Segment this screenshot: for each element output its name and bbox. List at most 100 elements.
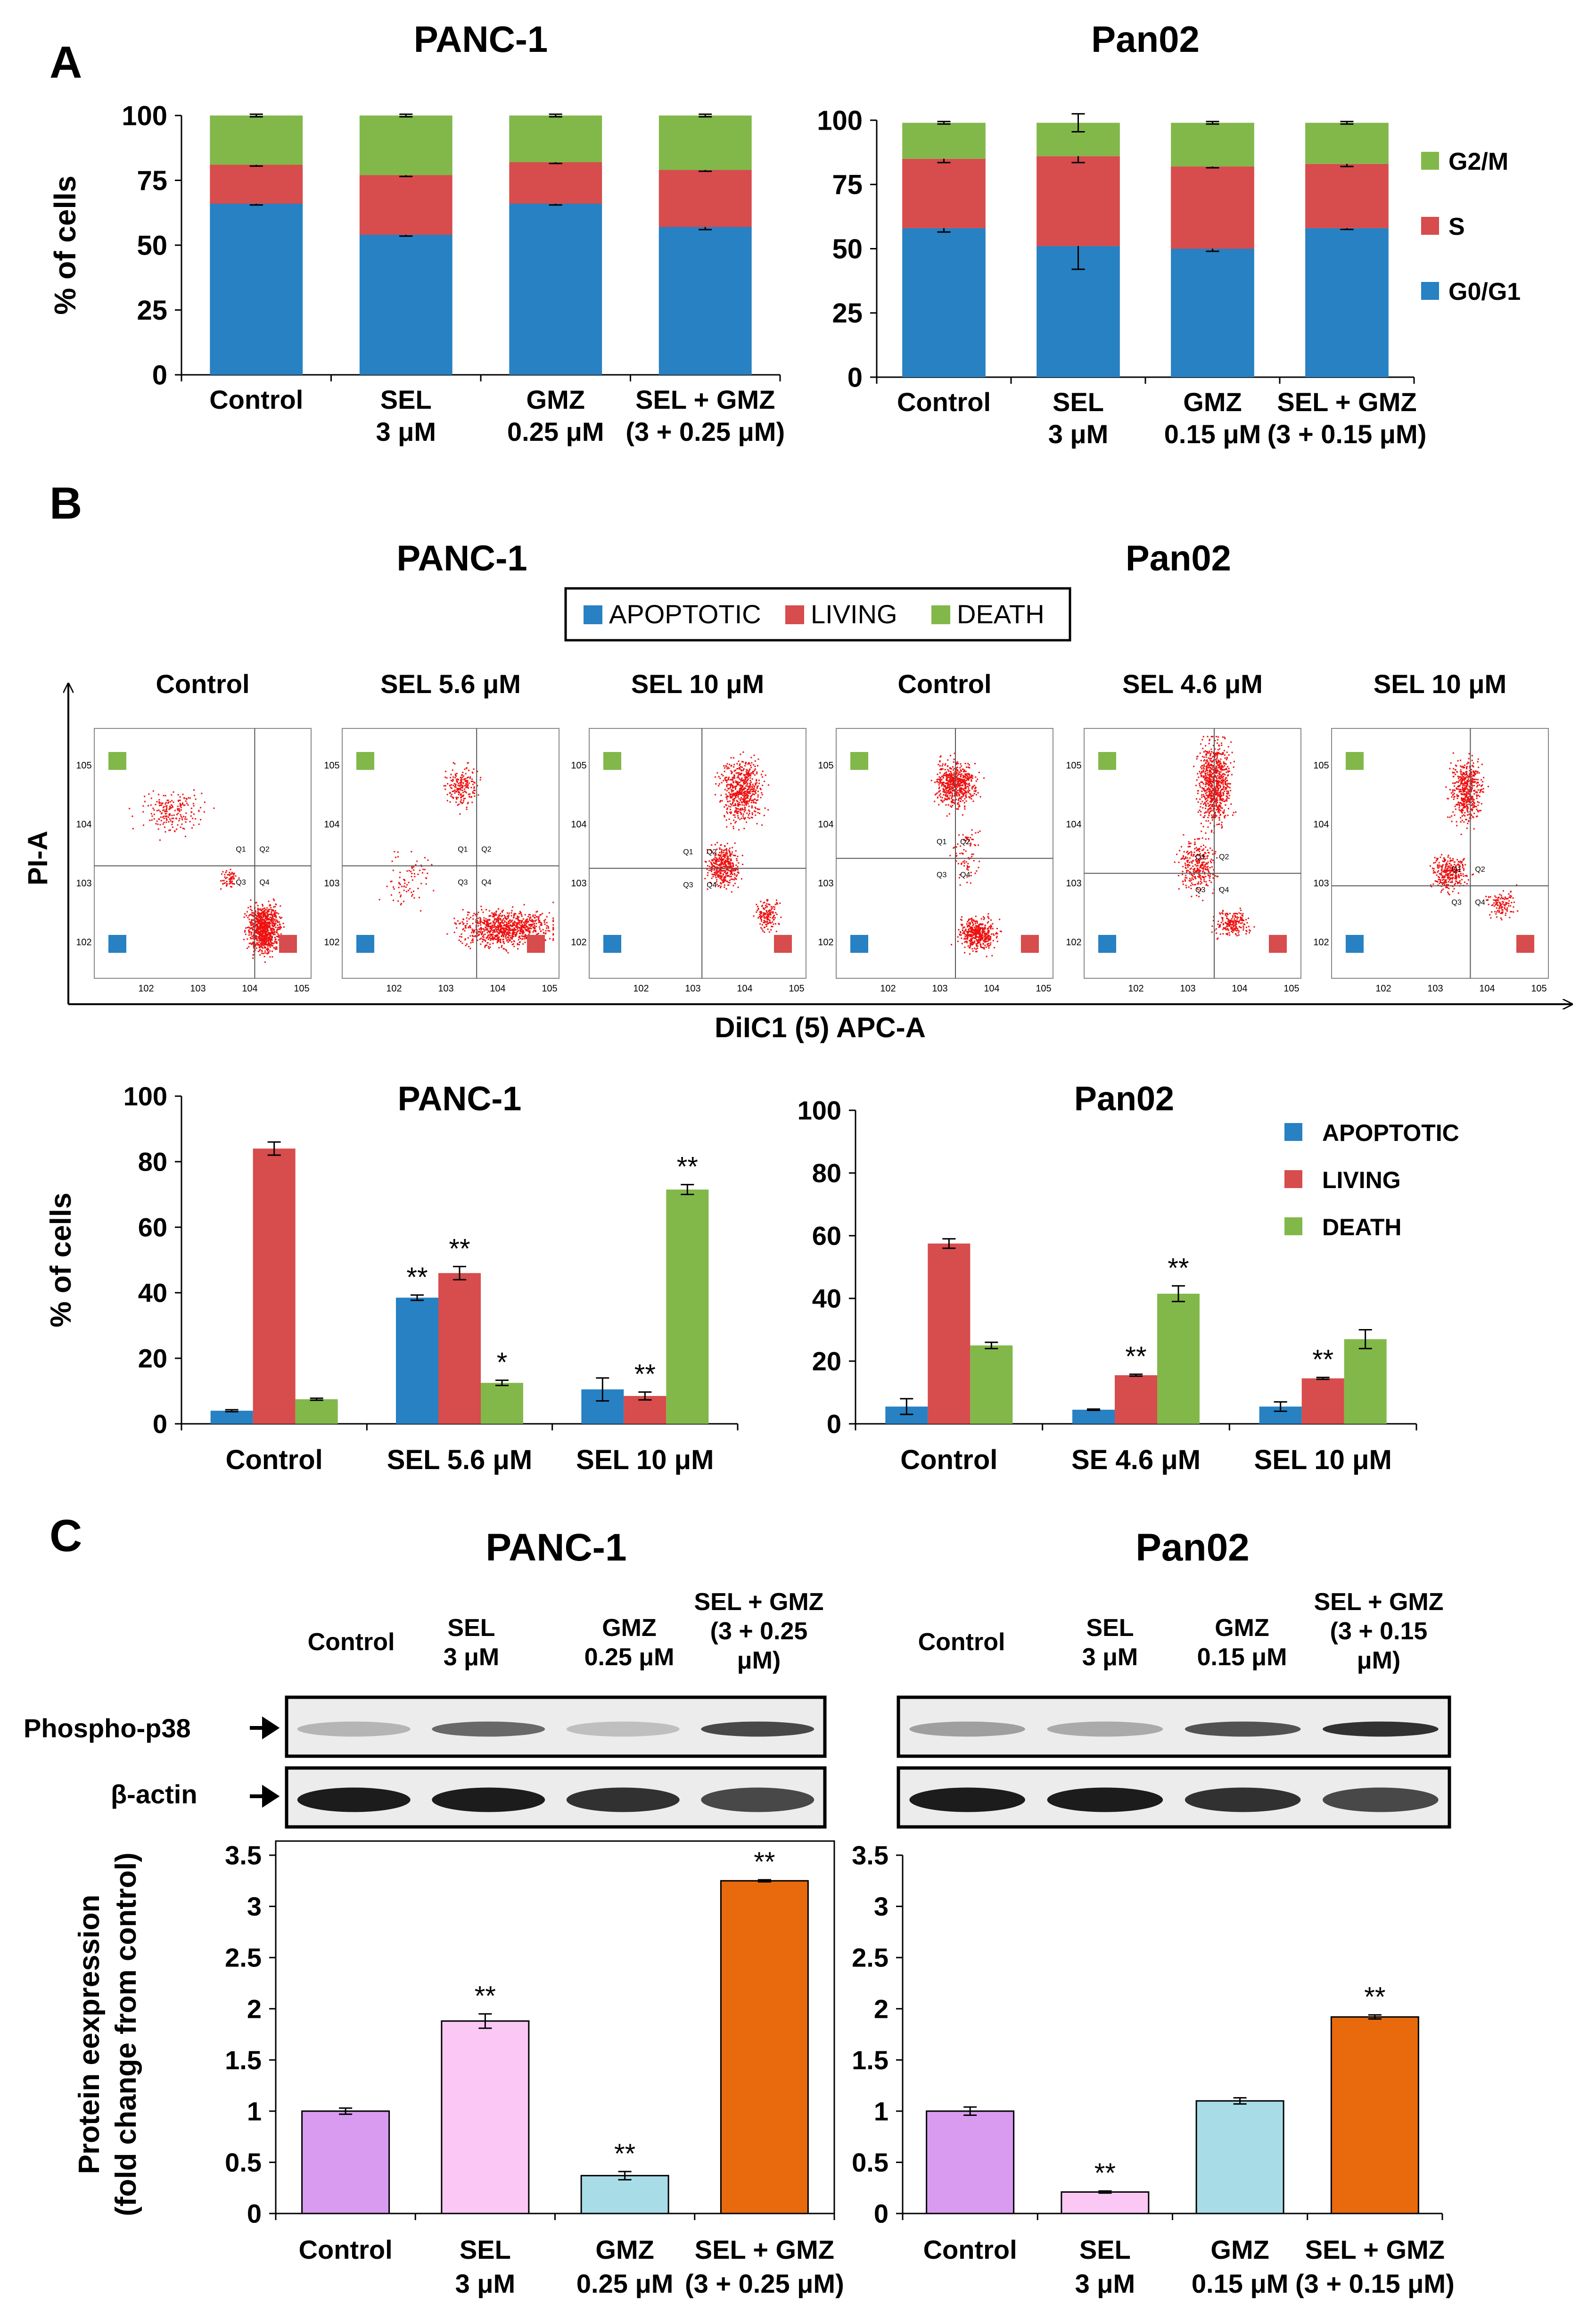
flow-event bbox=[269, 909, 271, 910]
flow-event bbox=[535, 911, 537, 913]
flow-event bbox=[992, 933, 994, 935]
flow-event bbox=[946, 815, 948, 817]
flow-event bbox=[957, 786, 959, 788]
flow-legend-swatch-death bbox=[931, 605, 950, 624]
flow-event bbox=[232, 873, 234, 875]
flow-event bbox=[960, 934, 962, 936]
flow-event bbox=[180, 804, 181, 806]
flow-event bbox=[496, 931, 498, 933]
flow-event bbox=[739, 809, 741, 810]
flow-event bbox=[519, 924, 521, 926]
flow-event bbox=[398, 882, 400, 884]
flow-event bbox=[745, 797, 747, 799]
flow-event bbox=[735, 807, 737, 809]
flow-event bbox=[247, 938, 248, 940]
flow-event bbox=[964, 806, 966, 808]
flow-event bbox=[229, 878, 230, 880]
flow-event bbox=[950, 776, 952, 777]
flow-event bbox=[742, 794, 744, 796]
bar-g2-m bbox=[902, 123, 986, 159]
bar-g0-g1 bbox=[509, 204, 602, 375]
flow-event bbox=[223, 880, 225, 882]
bar-g2-m bbox=[210, 116, 303, 165]
flow-event bbox=[748, 793, 749, 794]
flow-event bbox=[982, 934, 984, 936]
flow-event bbox=[720, 800, 722, 801]
flow-event bbox=[745, 800, 747, 802]
flow-event bbox=[980, 944, 982, 946]
flow-event bbox=[274, 912, 276, 914]
flow-event bbox=[725, 872, 727, 874]
flow-event bbox=[974, 788, 976, 790]
flow-event bbox=[506, 922, 508, 924]
flow-event bbox=[474, 935, 476, 937]
flow-event bbox=[392, 886, 394, 888]
flow-event bbox=[981, 923, 983, 925]
flow-event bbox=[411, 851, 412, 852]
flow-event bbox=[720, 872, 722, 874]
flow-event bbox=[764, 780, 765, 782]
flow-event bbox=[937, 778, 939, 780]
flow-event bbox=[957, 769, 959, 771]
flow-event bbox=[726, 872, 728, 874]
flow-event bbox=[969, 793, 971, 795]
flow-corner-living bbox=[527, 935, 545, 953]
flow-event bbox=[485, 945, 486, 947]
flow-event bbox=[745, 787, 747, 789]
flow-event bbox=[264, 942, 266, 944]
flow-event bbox=[477, 785, 478, 786]
flow-event bbox=[718, 884, 720, 886]
flow-event bbox=[259, 912, 261, 914]
flow-event bbox=[966, 837, 968, 839]
flow-event bbox=[966, 792, 968, 794]
flow-event bbox=[963, 865, 965, 867]
flow-event bbox=[252, 954, 254, 956]
flow-event bbox=[505, 930, 507, 932]
flow-event bbox=[739, 768, 741, 770]
flow-event bbox=[734, 788, 736, 790]
flow-event bbox=[264, 927, 266, 929]
flow-event bbox=[750, 817, 752, 818]
flow-event bbox=[731, 804, 732, 806]
flow-event bbox=[515, 918, 517, 920]
flow-event bbox=[253, 916, 255, 918]
flow-event bbox=[968, 839, 970, 841]
flow-event bbox=[181, 802, 183, 804]
flow-event bbox=[463, 778, 465, 780]
flow-event bbox=[427, 859, 429, 861]
flow-event bbox=[259, 931, 261, 933]
flow-x-tick-label: 103 bbox=[932, 983, 947, 994]
flow-event bbox=[178, 800, 180, 801]
flow-event bbox=[968, 930, 970, 932]
flow-event bbox=[273, 932, 275, 933]
flow-event bbox=[738, 805, 740, 807]
flow-event bbox=[970, 795, 972, 797]
flow-x-tick-label: 102 bbox=[633, 983, 649, 994]
legend-label-s: S bbox=[1448, 213, 1465, 240]
flow-event bbox=[195, 798, 197, 800]
flow-quadrant-label: Q4 bbox=[259, 879, 269, 887]
flow-event bbox=[707, 849, 708, 851]
flow-event bbox=[252, 919, 254, 921]
flow-event bbox=[183, 804, 185, 806]
flow-event bbox=[169, 829, 171, 831]
flow-event bbox=[250, 927, 252, 929]
flow-event bbox=[745, 777, 747, 779]
flow-event bbox=[743, 811, 745, 813]
flow-event bbox=[960, 765, 962, 767]
flow-event bbox=[727, 859, 729, 861]
flow-event bbox=[992, 928, 994, 930]
flow-event bbox=[751, 812, 753, 814]
flow-event bbox=[510, 920, 512, 922]
flow-event bbox=[272, 898, 274, 900]
flow-event bbox=[707, 852, 708, 854]
flow-event bbox=[1217, 795, 1219, 797]
flow-event bbox=[517, 923, 519, 925]
flow-event bbox=[195, 818, 197, 820]
flow-event bbox=[278, 934, 280, 936]
flow-event bbox=[502, 922, 503, 924]
flow-event bbox=[725, 793, 727, 795]
flow-event bbox=[952, 787, 954, 789]
flow-event bbox=[477, 921, 479, 923]
flow-event bbox=[271, 918, 272, 920]
